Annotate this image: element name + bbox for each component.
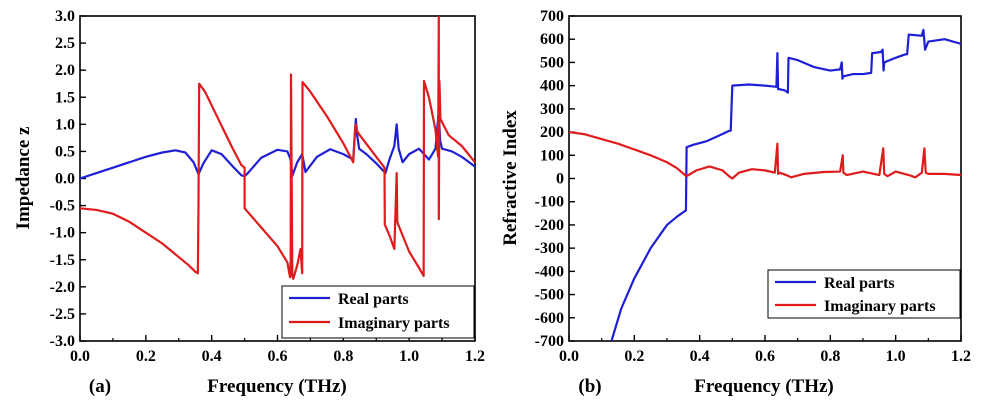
legend-a: Real parts Imaginary parts <box>281 285 475 339</box>
y-tick-label-b-1: 600 <box>540 31 564 48</box>
x-tick-label-b-4: 0.8 <box>820 348 840 365</box>
y-tick-label-b-5: 200 <box>540 124 564 141</box>
series-line-b-imag <box>569 130 961 180</box>
x-tick-label-b-6: 1.2 <box>951 348 971 365</box>
y-tick-label-b-13: -600 <box>535 310 564 327</box>
y-tick-label-b-2: 500 <box>540 54 564 71</box>
series-line-a-real <box>80 109 475 180</box>
y-tick-label-b-8: -100 <box>535 194 564 211</box>
y-tick-label-b-7: 0 <box>556 171 564 188</box>
y-tick-label-b-4: 300 <box>540 101 564 118</box>
x-tick-label-a-2: 0.4 <box>202 348 222 365</box>
legend-label-real-b: Real parts <box>824 275 895 292</box>
legend-box-a <box>281 285 475 339</box>
y-tick-label-b-6: 100 <box>540 147 564 164</box>
y-tick-label-a-3: 1.5 <box>55 89 75 106</box>
x-axis-label-b: Frequency (THz) <box>694 376 834 397</box>
y-tick-label-a-4: 1.0 <box>55 116 75 133</box>
panel-a: 0.0 0.2 0.4 0.6 0.8 1.0 1.2 3.0 2.5 2.0 1.5 1.0 0.5… <box>13 8 485 397</box>
y-tick-label-a-8: -1.0 <box>50 225 75 242</box>
y-tick-label-b-0: 700 <box>540 8 564 25</box>
panel-label-a: (a) <box>89 376 111 397</box>
x-tick-label-a-4: 0.8 <box>333 348 353 365</box>
y-tick-label-b-3: 400 <box>540 78 564 95</box>
legend-b: Real parts Imaginary parts <box>767 269 961 319</box>
x-tick-label-b-5: 1.0 <box>886 348 906 365</box>
y-tick-label-a-6: 0.0 <box>55 171 75 188</box>
legend-label-real-a: Real parts <box>338 291 409 308</box>
y-tick-label-a-12: -3.0 <box>50 333 75 350</box>
y-tick-label-b-12: -500 <box>535 287 564 304</box>
legend-label-imag-b: Imaginary parts <box>824 298 936 315</box>
y-tick-label-b-10: -300 <box>535 240 564 257</box>
series-line-b-real <box>610 28 961 341</box>
x-tick-label-b-0: 0.0 <box>559 348 579 365</box>
y-axis-ticks-b: 700 600 500 400 300 200 100 0 -100 -200 -300 -400 -5… <box>535 8 575 350</box>
y-tick-label-b-9: -200 <box>535 217 564 234</box>
y-tick-label-a-9: -1.5 <box>50 252 75 269</box>
y-tick-label-a-2: 2.0 <box>55 62 75 79</box>
x-axis-ticks-a: 0.0 0.2 0.4 0.6 0.8 1.0 1.2 <box>70 335 485 365</box>
y-tick-label-a-5: 0.5 <box>55 143 75 160</box>
x-tick-label-b-1: 0.2 <box>624 348 644 365</box>
y-tick-label-b-14: -700 <box>535 333 564 350</box>
legend-box-b <box>767 269 961 319</box>
y-axis-label-b: Refractive Index <box>500 110 521 246</box>
x-tick-label-b-3: 0.6 <box>755 348 775 365</box>
panel-label-b: (b) <box>578 376 601 397</box>
x-tick-label-a-5: 1.0 <box>399 348 419 365</box>
y-axis-ticks-a: 3.0 2.5 2.0 1.5 1.0 0.5 0.0 -0.5 -1.0 -1.5 -2.0 -2.… <box>50 8 86 350</box>
x-tick-label-a-3: 0.6 <box>268 348 288 365</box>
y-tick-label-a-0: 3.0 <box>55 8 75 25</box>
y-tick-label-a-11: -2.5 <box>50 306 75 323</box>
series-line-a-imag <box>80 16 475 280</box>
y-axis-label-a: Impedance z <box>13 126 34 229</box>
x-axis-label-a: Frequency (THz) <box>207 376 347 397</box>
x-tick-label-a-1: 0.2 <box>136 348 156 365</box>
y-tick-label-b-11: -400 <box>535 263 564 280</box>
y-tick-label-a-7: -0.5 <box>50 198 75 215</box>
legend-label-imag-a: Imaginary parts <box>338 315 450 332</box>
x-tick-label-b-2: 0.4 <box>690 348 710 365</box>
y-tick-label-a-10: -2.0 <box>50 279 75 296</box>
series-b <box>569 28 961 341</box>
x-axis-ticks-b: 0.0 0.2 0.4 0.6 0.8 1.0 1.2 <box>559 335 971 365</box>
x-tick-label-a-0: 0.0 <box>70 348 90 365</box>
series-a <box>80 16 475 280</box>
panel-b: 0.0 0.2 0.4 0.6 0.8 1.0 1.2 700 600 500 400 300 200… <box>500 8 971 397</box>
x-tick-label-a-6: 1.2 <box>465 348 485 365</box>
y-tick-label-a-1: 2.5 <box>55 35 75 52</box>
